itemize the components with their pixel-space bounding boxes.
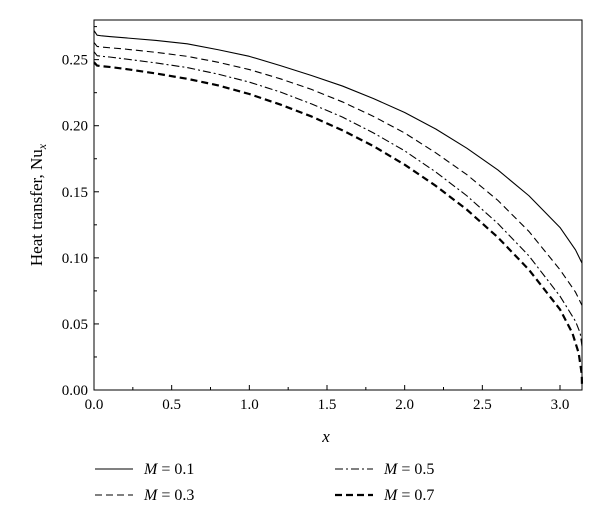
x-axis-ticks: 0.0 0.5 1.0 1.5 2.0 2.5 3.0: [85, 385, 570, 413]
plot-frame: [93, 19, 583, 391]
legend-label: M = 0.5: [383, 461, 434, 478]
series-line-1: [93, 30, 583, 264]
legend-value: = 0.7: [397, 487, 434, 504]
legend-value: = 0.1: [157, 461, 194, 478]
y-axis-ticks: 0.00 0.05 0.10 0.15 0.20 0.25: [62, 26, 99, 399]
x-tick-label: 0.0: [85, 397, 104, 413]
y-axis-label: Heat transfer, Nux: [27, 143, 49, 266]
x-tick-label: 1.5: [318, 397, 337, 413]
legend-variable: M: [143, 487, 159, 504]
y-axis-label-main: Heat transfer, Nu: [27, 149, 46, 266]
x-tick-label: 2.0: [395, 397, 414, 413]
x-tick-label: 0.5: [162, 397, 181, 413]
series-lines: [93, 30, 584, 387]
legend-variable: M: [383, 461, 399, 478]
y-tick-label: 0.20: [62, 119, 88, 135]
x-tick-label: 1.0: [240, 397, 259, 413]
legend: M = 0.1M = 0.3M = 0.5M = 0.7: [95, 461, 434, 504]
series-line-4: [93, 61, 584, 387]
legend-label: M = 0.3: [143, 487, 194, 504]
series-line-2: [93, 42, 583, 306]
x-tick-label: 2.5: [473, 397, 492, 413]
y-tick-label: 0.05: [62, 317, 88, 333]
x-axis-label: x: [321, 427, 330, 446]
series-line-3: [93, 51, 583, 347]
legend-value: = 0.3: [157, 487, 194, 504]
legend-label: M = 0.7: [383, 487, 434, 504]
y-tick-label: 0.15: [62, 185, 88, 201]
x-tick-label: 3.0: [551, 397, 570, 413]
y-tick-label: 0.00: [62, 383, 88, 399]
legend-variable: M: [143, 461, 159, 478]
y-axis-label-subscript: x: [35, 143, 49, 150]
y-tick-label: 0.10: [62, 251, 88, 267]
y-tick-label: 0.25: [62, 53, 88, 69]
legend-value: = 0.5: [397, 461, 434, 478]
legend-label: M = 0.1: [143, 461, 194, 478]
legend-variable: M: [383, 487, 399, 504]
